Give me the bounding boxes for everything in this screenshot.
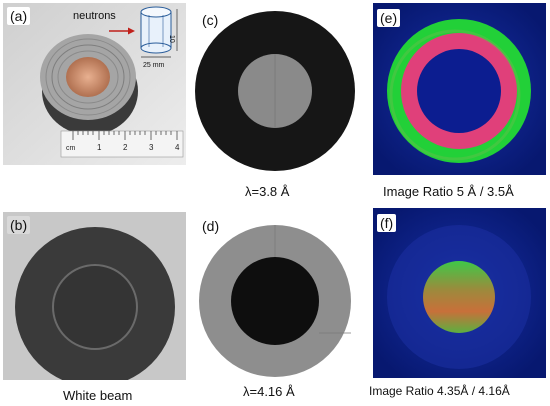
ring-hole <box>417 49 501 133</box>
white-beam-image <box>3 212 186 380</box>
panel-label-e: (e) <box>377 9 401 27</box>
copper-core <box>66 57 110 97</box>
ruler-number: 2 <box>123 143 128 152</box>
ruler-number: 4 <box>175 143 180 152</box>
panel-label-f: (f) <box>377 214 397 232</box>
caption-c: λ=3.8 Å <box>245 184 290 199</box>
panel-label-c: (c) <box>199 11 222 29</box>
wavelength-4-16-image <box>199 225 351 377</box>
panel-d-radiograph: (d) <box>195 213 355 378</box>
arrow-head <box>128 27 135 35</box>
panel-label-b: (b) <box>7 216 31 234</box>
dim-height-label: 10 <box>168 35 175 43</box>
inner-ring <box>52 264 138 350</box>
ratio-image-5-3-5 <box>373 3 546 175</box>
panel-f-ratio-image: (f) <box>373 208 546 378</box>
dim-width-label: 25 mm <box>143 62 165 69</box>
panel-c-radiograph: (c) <box>195 3 355 173</box>
core-ratio-disk <box>423 261 495 333</box>
neutrons-label: neutrons <box>73 10 116 22</box>
ratio-image-4-35-4-16 <box>373 208 546 378</box>
caption-e: Image Ratio 5 Å / 3.5Å <box>383 184 514 199</box>
ruler <box>60 130 184 158</box>
caption-f: Image Ratio 4.35Å / 4.16Å <box>369 384 510 398</box>
panel-label-a: (a) <box>7 7 31 25</box>
sample-photo: cm 1 2 3 4 neutrons 10 25 mm <box>3 3 186 165</box>
caption-b: White beam <box>63 388 133 403</box>
ruler-unit: cm <box>66 145 76 152</box>
cylinder-schematic <box>140 6 178 58</box>
panel-label-d: (d) <box>199 217 223 235</box>
panel-e-ratio-image: (e) <box>373 3 546 175</box>
panel-a-photo: cm 1 2 3 4 neutrons 10 25 mm (a) <box>3 3 186 165</box>
caption-d: λ=4.16 Å <box>243 384 295 399</box>
ruler-number: 1 <box>97 143 102 152</box>
wavelength-3-8-image <box>195 11 355 171</box>
panel-b-radiograph: (b) <box>3 212 186 380</box>
inner-core <box>231 257 319 345</box>
ruler-number: 3 <box>149 143 154 152</box>
